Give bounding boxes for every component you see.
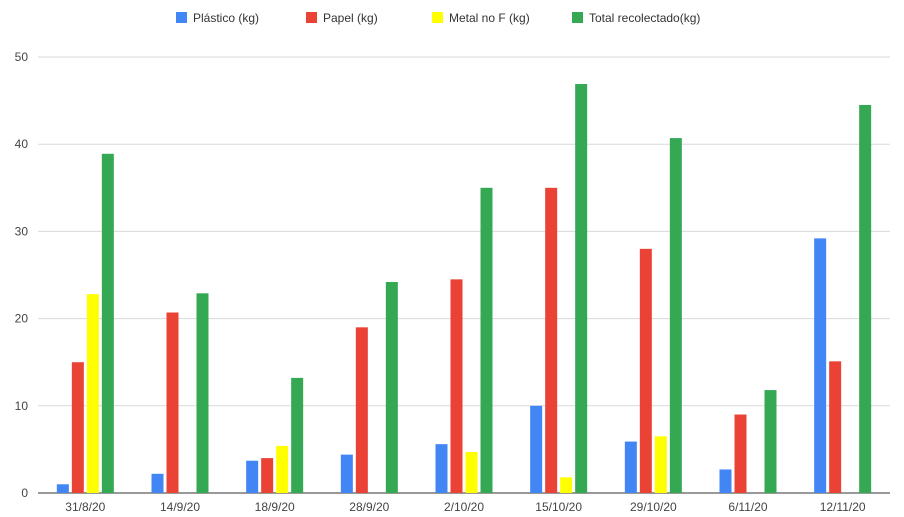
bar-4-14-9-20 — [196, 293, 209, 493]
legend-swatch — [572, 12, 583, 23]
bar-2-28-9-20 — [355, 327, 368, 493]
bar-2-2-10-20 — [450, 279, 463, 493]
legend-swatch — [306, 12, 317, 23]
bar-1-12-11-20 — [814, 238, 827, 493]
y-tick-label: 0 — [21, 486, 28, 500]
bar-2-18-9-20 — [261, 458, 274, 493]
x-tick-label: 2/10/20 — [444, 500, 484, 514]
x-tick-label: 31/8/20 — [65, 500, 105, 514]
y-tick-label: 20 — [15, 312, 29, 326]
legend-label: Plástico (kg) — [193, 11, 259, 25]
bar-1-15-10-20 — [530, 405, 543, 493]
bar-4-29-10-20 — [669, 138, 682, 493]
bar-4-6-11-20 — [764, 390, 777, 493]
bar-2-12-11-20 — [829, 361, 842, 493]
x-tick-label: 28/9/20 — [349, 500, 389, 514]
chart-legend: Plástico (kg) Papel (kg) Metal no F (kg) To… — [176, 11, 700, 25]
gridlines — [38, 56, 890, 494]
legend-label: Total recolectado(kg) — [589, 11, 700, 25]
bar-1-18-9-20 — [246, 460, 259, 493]
x-tick-label: 18/9/20 — [255, 500, 295, 514]
bar-1-28-9-20 — [340, 454, 353, 493]
bar-2-6-11-20 — [734, 414, 747, 493]
x-tick-label: 12/11/20 — [820, 500, 866, 514]
bar-1-31-8-20 — [56, 484, 69, 493]
legend-label: Papel (kg) — [323, 11, 378, 25]
bar-4-18-9-20 — [291, 377, 304, 493]
y-tick-label: 30 — [15, 224, 29, 238]
bar-2-14-9-20 — [166, 312, 179, 493]
bar-1-2-10-20 — [435, 444, 448, 493]
y-tick-label: 40 — [15, 137, 29, 151]
bars — [56, 84, 872, 494]
legend-swatch — [176, 12, 187, 23]
bar-1-14-9-20 — [151, 473, 164, 493]
legend-swatch — [432, 12, 443, 23]
bar-4-28-9-20 — [385, 281, 398, 493]
bar-2-31-8-20 — [71, 362, 84, 493]
x-tick-label: 14/9/20 — [160, 500, 200, 514]
bar-3-31-8-20 — [86, 294, 99, 493]
legend-label: Metal no F (kg) — [449, 11, 530, 25]
bar-1-6-11-20 — [719, 469, 732, 493]
bar-4-2-10-20 — [480, 187, 493, 494]
x-axis-tick-labels: 31/8/20 14/9/20 18/9/20 28/9/20 2/10/20 15/10… — [65, 500, 866, 514]
bar-3-18-9-20 — [276, 445, 289, 493]
bar-3-2-10-20 — [465, 452, 478, 493]
bar-4-15-10-20 — [575, 84, 588, 494]
y-tick-label: 50 — [15, 50, 29, 64]
bar-3-15-10-20 — [560, 477, 573, 493]
bar-4-12-11-20 — [859, 104, 872, 494]
bar-2-15-10-20 — [545, 187, 558, 494]
y-tick-label: 10 — [15, 399, 29, 413]
bar-4-31-8-20 — [101, 153, 114, 494]
bar-1-29-10-20 — [624, 441, 637, 493]
x-tick-label: 15/10/20 — [535, 500, 582, 514]
bar-3-29-10-20 — [654, 436, 667, 493]
y-axis-tick-labels: 0 10 20 30 40 50 — [15, 50, 29, 500]
x-tick-label: 6/11/20 — [728, 500, 767, 514]
x-tick-label: 29/10/20 — [630, 500, 677, 514]
bar-2-29-10-20 — [639, 248, 652, 493]
